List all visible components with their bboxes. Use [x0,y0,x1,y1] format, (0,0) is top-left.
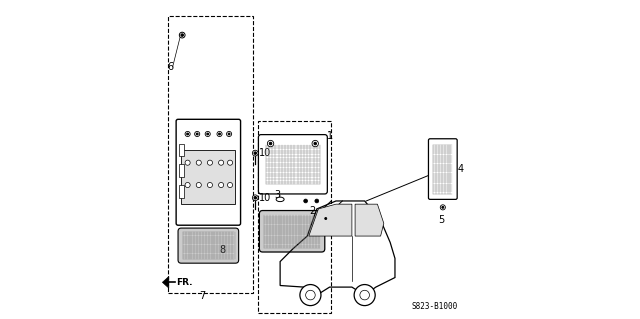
Circle shape [187,133,189,135]
Circle shape [228,133,230,135]
Circle shape [195,131,200,137]
FancyBboxPatch shape [259,135,327,194]
Circle shape [306,290,316,300]
Circle shape [312,140,319,147]
Polygon shape [163,277,169,288]
Ellipse shape [276,197,284,202]
Circle shape [252,195,258,201]
Circle shape [300,285,321,306]
FancyBboxPatch shape [259,211,324,252]
Circle shape [227,131,232,137]
Text: 5: 5 [438,215,444,225]
Circle shape [218,160,223,165]
Circle shape [440,205,445,210]
Polygon shape [355,204,384,236]
Circle shape [304,199,308,203]
Circle shape [205,131,211,137]
Text: 7: 7 [199,291,205,301]
Circle shape [196,182,202,188]
Circle shape [227,182,232,188]
Text: 10: 10 [259,148,271,158]
Circle shape [315,199,319,203]
Text: 2: 2 [309,205,315,216]
Circle shape [181,34,184,36]
Circle shape [252,150,258,156]
Circle shape [185,160,190,165]
Circle shape [207,182,212,188]
Circle shape [207,160,212,165]
Circle shape [218,182,223,188]
Circle shape [217,131,222,137]
Circle shape [354,285,375,306]
Bar [179,164,184,177]
Text: 6: 6 [168,62,173,72]
Text: FR.: FR. [176,278,192,287]
Circle shape [196,160,202,165]
Circle shape [179,32,185,38]
Text: 1: 1 [327,130,333,141]
Polygon shape [309,204,352,236]
Bar [179,144,184,156]
Circle shape [185,131,190,137]
Bar [181,150,236,204]
FancyBboxPatch shape [428,139,457,199]
Circle shape [323,216,328,221]
FancyBboxPatch shape [178,228,239,263]
Circle shape [227,160,232,165]
Text: 8: 8 [220,245,226,256]
Circle shape [254,197,257,199]
FancyBboxPatch shape [176,119,241,225]
Circle shape [254,152,257,154]
Text: 3: 3 [275,189,281,200]
Circle shape [314,142,317,145]
Circle shape [207,133,209,135]
Circle shape [185,182,190,188]
Circle shape [360,290,369,300]
Text: 4: 4 [457,164,463,174]
Text: 9: 9 [329,216,335,226]
Text: 10: 10 [259,193,271,203]
Circle shape [324,218,326,219]
Circle shape [196,133,198,135]
Bar [179,185,184,198]
Text: S823-B1000: S823-B1000 [412,302,458,311]
Circle shape [269,142,272,145]
Circle shape [268,140,274,147]
Circle shape [442,206,444,208]
Circle shape [218,133,220,135]
